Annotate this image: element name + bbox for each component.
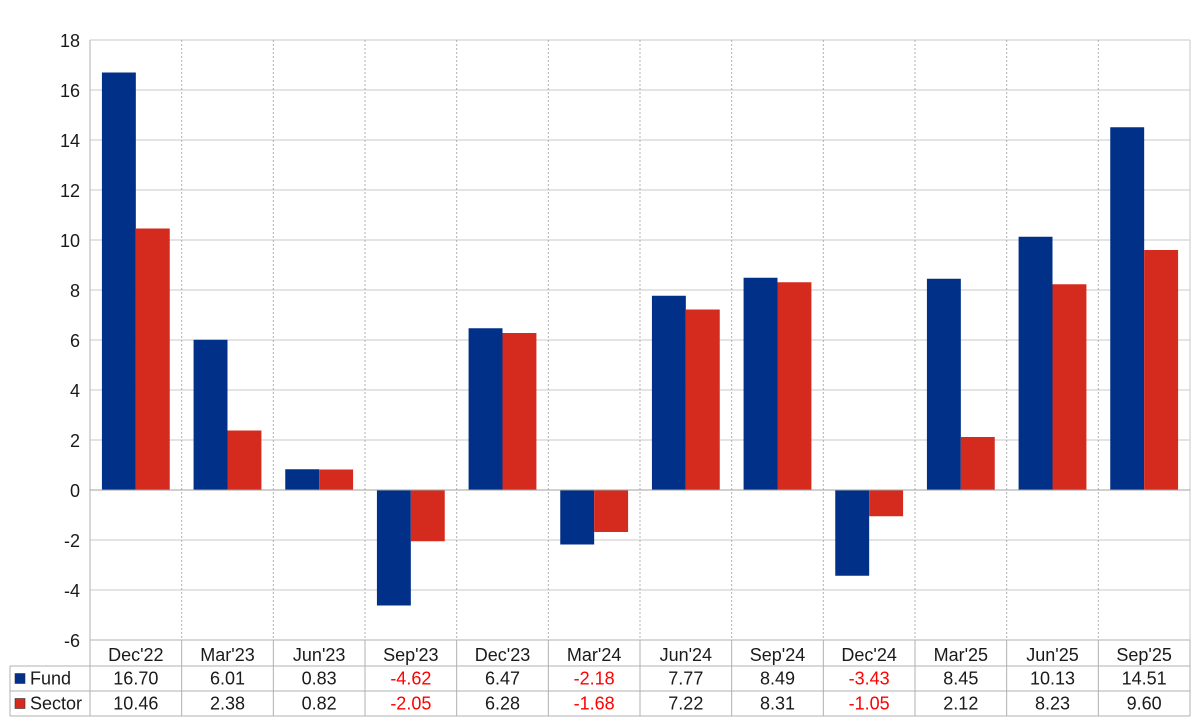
bar-fund-10 — [1018, 236, 1053, 490]
data-label-sector: -2.05 — [390, 694, 431, 714]
bar-fund-4 — [468, 328, 503, 490]
data-label-fund: 6.47 — [485, 669, 520, 689]
y-tick-label: 18 — [60, 31, 80, 51]
bar-fund-6 — [651, 295, 686, 490]
data-label-fund: 16.70 — [113, 669, 158, 689]
y-tick-label: 14 — [60, 131, 80, 151]
y-tick-label: 8 — [70, 281, 80, 301]
data-label-sector: 6.28 — [485, 694, 520, 714]
data-label-sector: 0.82 — [302, 694, 337, 714]
y-tick-label: -6 — [64, 631, 80, 651]
y-tick-label: 12 — [60, 181, 80, 201]
data-label-sector: 8.31 — [760, 694, 795, 714]
x-tick-label: Dec'23 — [475, 645, 530, 665]
gridlines — [89, 39, 1191, 641]
x-tick-label: Sep'24 — [750, 645, 806, 665]
data-label-sector: 9.60 — [1127, 694, 1162, 714]
legend-swatch-fund — [14, 673, 26, 684]
bar-sector-0 — [135, 228, 170, 490]
data-label-fund: 0.83 — [302, 669, 337, 689]
y-tick-label: 2 — [70, 431, 80, 451]
bar-fund-5 — [560, 490, 595, 545]
x-tick-label: Jun'24 — [660, 645, 712, 665]
data-label-fund: -4.62 — [390, 669, 431, 689]
data-label-fund: 10.13 — [1030, 669, 1075, 689]
data-label-fund: 7.77 — [668, 669, 703, 689]
bar-sector-9 — [960, 437, 995, 490]
data-label-fund: 8.49 — [760, 669, 795, 689]
bar-fund-3 — [376, 490, 411, 606]
y-tick-label: -2 — [64, 531, 80, 551]
data-label-fund: 6.01 — [210, 669, 245, 689]
data-label-sector: 8.23 — [1035, 694, 1070, 714]
bar-fund-9 — [926, 278, 961, 490]
bar-sector-2 — [319, 469, 354, 490]
data-label-sector: -1.05 — [849, 694, 890, 714]
bar-fund-0 — [101, 72, 136, 490]
data-label-fund: -3.43 — [849, 669, 890, 689]
bar-fund-7 — [743, 277, 778, 490]
bar-sector-5 — [594, 490, 629, 532]
y-tick-label: -4 — [64, 581, 80, 601]
x-tick-label: Sep'23 — [383, 645, 439, 665]
y-tick-label: 10 — [60, 231, 80, 251]
y-tick-label: 4 — [70, 381, 80, 401]
bar-fund-8 — [835, 490, 870, 576]
data-label-sector: 7.22 — [668, 694, 703, 714]
legend-label-fund: Fund — [30, 669, 71, 689]
x-tick-label: Mar'24 — [567, 645, 621, 665]
y-tick-label: 0 — [70, 481, 80, 501]
x-tick-label: Sep'25 — [1116, 645, 1172, 665]
legend-swatch-sector — [14, 698, 26, 709]
x-tick-label: Dec'24 — [841, 645, 896, 665]
x-tick-label: Dec'22 — [108, 645, 163, 665]
bar-sector-10 — [1052, 284, 1087, 490]
data-label-sector: 2.12 — [943, 694, 978, 714]
axes: -6 -4 -2 0 2 4 6 8 10 12 14 16 18 — [60, 31, 1190, 651]
data-label-fund: 14.51 — [1122, 669, 1167, 689]
x-tick-label: Mar'25 — [934, 645, 988, 665]
bar-fund-1 — [193, 339, 228, 490]
bar-sector-3 — [410, 490, 445, 542]
data-label-sector: 10.46 — [113, 694, 158, 714]
data-label-sector: 2.38 — [210, 694, 245, 714]
bar-sector-1 — [227, 430, 262, 490]
bar-fund-2 — [285, 469, 320, 490]
data-label-fund: 8.45 — [943, 669, 978, 689]
data-label-fund: -2.18 — [574, 669, 615, 689]
data-table: Dec'22 Mar'23 Jun'23 Sep'23 Dec'23 Mar'24 Jun'… — [9, 639, 1191, 717]
bar-sector-4 — [502, 333, 537, 490]
x-tick-label: Jun'23 — [293, 645, 345, 665]
y-tick-label: 16 — [60, 81, 80, 101]
legend-label-sector: Sector — [30, 694, 82, 714]
bar-fund-11 — [1110, 127, 1145, 490]
data-label-sector: -1.68 — [574, 694, 615, 714]
x-tick-label: Jun'25 — [1026, 645, 1078, 665]
bar-sector-8 — [869, 490, 904, 517]
bar-sector-7 — [777, 282, 812, 490]
bar-sector-11 — [1144, 250, 1179, 490]
x-tick-label: Mar'23 — [200, 645, 254, 665]
bar-sector-6 — [685, 309, 720, 490]
bars — [101, 72, 1179, 606]
y-tick-label: 6 — [70, 331, 80, 351]
